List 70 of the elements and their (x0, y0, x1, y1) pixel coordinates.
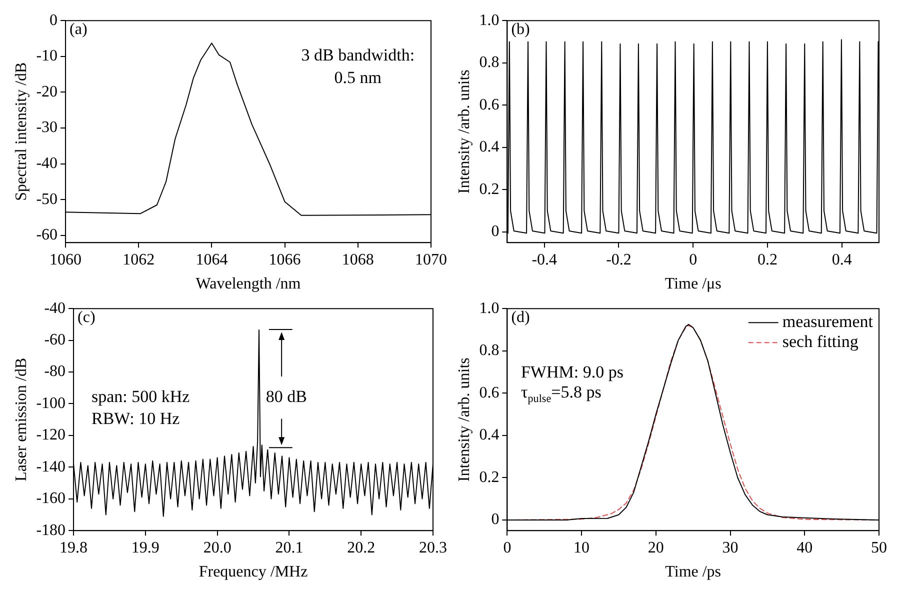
annotation: 0.5 nm (334, 68, 382, 87)
annotation: FWHM: 9.0 ps (520, 362, 624, 382)
annotation: RBW: 10 Hz (92, 409, 180, 428)
legend-label: measurement (782, 312, 874, 332)
y-axis-title: Laser emission /dB (12, 358, 30, 482)
x-tick-label: 1066 (268, 251, 301, 268)
y-tick-label: 0.2 (479, 180, 500, 198)
chart-title: (a) (70, 20, 88, 38)
y-tick-label: 0 (491, 511, 500, 528)
x-tick-label: 1060 (50, 251, 82, 268)
x-tick-label: -0.4 (532, 251, 558, 268)
annotation: span: 500 kHz (92, 386, 190, 406)
y-tick-label: -40 (36, 155, 58, 172)
x-tick-label: 30 (722, 539, 738, 556)
y-tick-label: -50 (36, 190, 58, 208)
x-tick-label: 10 (574, 539, 590, 556)
x-axis-title: Wavelength /nm (196, 276, 302, 293)
y-tick-label: -60 (36, 226, 58, 244)
x-tick-label: 1070 (415, 251, 447, 268)
y-tick-label: 0.2 (479, 468, 500, 486)
x-tick-label: 19.9 (131, 539, 160, 556)
y-tick-label: -60 (44, 332, 66, 349)
y-tick-label: 0.4 (479, 426, 500, 444)
x-axis-title: Time /μs (664, 276, 722, 293)
x-tick-label: 1062 (122, 251, 155, 268)
x-tick-label: 1064 (196, 251, 228, 268)
x-axis-title: Frequency /MHz (198, 564, 308, 581)
y-tick-label: 0 (491, 223, 500, 240)
x-axis-title: Time /ps (665, 564, 722, 581)
x-tick-label: 40 (796, 539, 813, 556)
y-tick-label: -120 (36, 426, 66, 444)
legend-label: sech fitting (782, 332, 859, 352)
y-tick-label: -180 (36, 522, 66, 539)
x-tick-label: 1068 (342, 251, 374, 268)
y-tick-label: -40 (44, 300, 66, 317)
y-tick-label: -140 (36, 458, 66, 476)
y-tick-label: 0.8 (479, 342, 500, 360)
y-axis-title: Intensity /arb. units (456, 70, 473, 194)
y-tick-label: 1.0 (479, 300, 500, 317)
y-tick-label: -10 (36, 48, 58, 65)
y-axis-title: Spectral intensity /dB (12, 62, 30, 201)
x-tick-label: 20.0 (203, 539, 232, 556)
chart-title: (c) (78, 308, 96, 326)
x-tick-label: 50 (871, 539, 887, 556)
y-tick-label: -20 (36, 83, 58, 100)
x-tick-label: -0.2 (606, 251, 632, 268)
y-tick-label: 0 (50, 12, 58, 29)
chart-title: (b) (511, 20, 530, 38)
x-tick-label: 20.2 (347, 539, 376, 556)
x-tick-label: 0 (503, 539, 512, 556)
x-tick-label: 19.8 (60, 539, 88, 556)
annotation: 3 dB bandwidth: (301, 46, 415, 65)
y-tick-label: -100 (36, 394, 66, 412)
x-tick-label: 0.4 (832, 251, 852, 268)
x-tick-label: 20.3 (419, 539, 447, 556)
x-tick-label: 20.1 (275, 539, 304, 556)
x-tick-label: 0 (689, 251, 698, 268)
x-tick-label: 20 (648, 539, 664, 556)
y-tick-label: -80 (44, 363, 66, 380)
y-axis-title: Intensity /arb. units (456, 358, 473, 482)
x-tick-label: 0.2 (757, 251, 778, 268)
y-tick-label: 0.4 (479, 138, 500, 156)
y-tick-label: -30 (36, 119, 58, 136)
y-tick-label: 0.6 (479, 384, 500, 402)
y-tick-label: 0.8 (479, 54, 500, 72)
y-tick-label: 0.6 (479, 96, 500, 114)
y-tick-label: -160 (36, 490, 66, 508)
annotation: 80 dB (266, 386, 307, 406)
chart-title: (d) (511, 308, 530, 326)
y-tick-label: 1.0 (479, 12, 500, 29)
